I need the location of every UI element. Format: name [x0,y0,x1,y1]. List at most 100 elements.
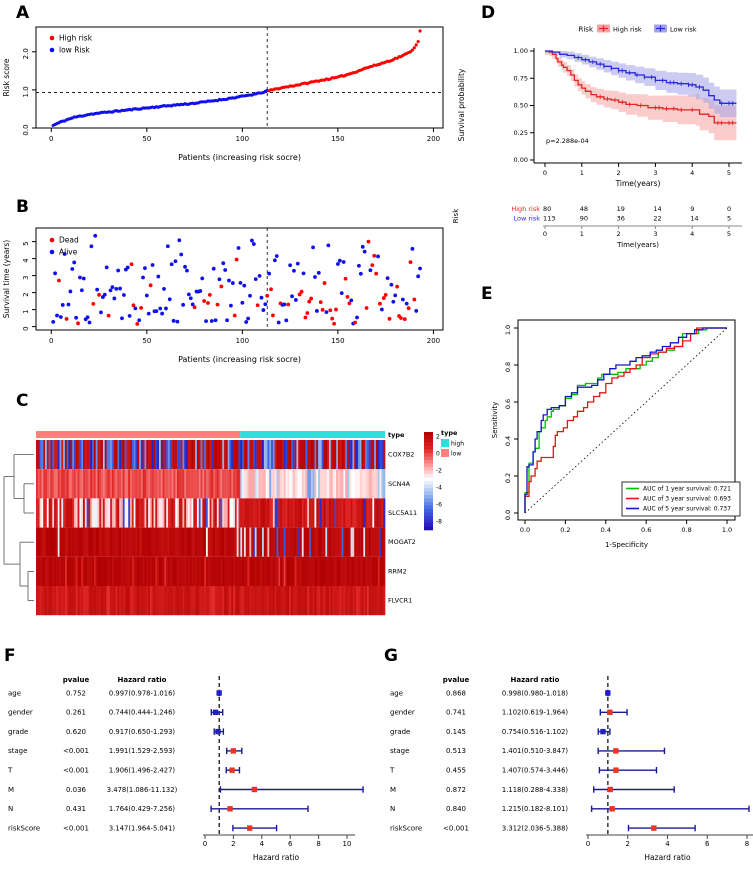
heatmap-cell [222,440,225,470]
row-variable: gender [8,709,33,717]
heatmap-cell [117,586,120,616]
row-variable: N [8,805,13,813]
heatmap-cell [39,586,42,616]
data-point [79,288,84,293]
data-point [93,233,98,238]
heatmap-cell [36,527,39,557]
heatmap-cell [316,556,319,586]
heatmap-cell [229,498,232,528]
heatmap-cell [106,440,109,470]
row-variable: grade [8,728,28,736]
heatmap-cell [359,586,362,616]
heatmap-cell [66,556,69,586]
heatmap-cell [54,469,57,499]
data-point [311,245,315,250]
x-tick-label: 0.6 [641,526,651,534]
heatmap-cell [347,440,350,470]
heatmap-cell [187,556,191,586]
data-point [376,254,380,259]
heatmap-cell [108,498,111,528]
heatmap-cell [327,527,330,557]
heatmap-cell [372,556,375,586]
heatmap-cell [314,498,317,528]
heatmap-cell [46,498,50,528]
heatmap-cell [300,498,303,528]
heatmap-cell [319,469,323,499]
heatmap-cell [231,440,234,470]
heatmap-cell [135,527,138,557]
heatmap-cell [57,556,60,586]
data-point [324,310,329,314]
row-hr-text: 0.997(0.978-1.016) [109,689,175,697]
x-tick-label: 0 [49,337,53,345]
colour-scale [424,432,433,531]
heatmap-cell [110,586,113,616]
heatmap-cell [200,469,203,499]
heatmap-cell [307,469,310,499]
heatmap-cell [233,440,236,470]
heatmap-cell [225,498,229,528]
heatmap-cell [45,586,48,616]
heatmap-cell [204,556,207,586]
heatmap-cell [252,586,256,616]
heatmap-cell [310,440,314,470]
heatmap-cell [73,469,77,499]
scale-step [424,460,433,464]
heatmap-cell [184,469,187,499]
heatmap-cell [77,586,80,616]
heatmap-cell [269,440,272,470]
row-hr-text: 0.744(0.444-1.246) [109,709,175,717]
heatmap-cell [97,469,100,499]
data-point [76,321,80,326]
heatmap-cell [104,469,107,499]
heatmap-cell [158,586,162,616]
heatmap-cell [310,586,314,616]
heatmap-cell [215,469,218,499]
scale-step [424,435,433,440]
heatmap-cell [52,440,55,470]
heatmap-cell [166,469,169,499]
heatmap-cell [314,469,317,499]
heatmap-cell [354,556,357,586]
scale-tick-label: 2 [436,433,440,440]
data-point [154,309,159,314]
data-point [322,281,327,285]
heatmap-cell [323,586,326,616]
heatmap-cell [146,527,149,557]
panel-label-c: C [16,391,29,411]
heatmap-cell [252,527,256,557]
data-point [406,306,411,311]
hr-marker [246,825,253,831]
heatmap-cell [339,498,342,528]
heatmap-cell [352,556,355,586]
row-pvalue: 0.036 [66,786,87,794]
heatmap-cell [269,527,272,557]
data-point [309,296,314,301]
heatmap-cell [227,527,230,557]
data-point [68,289,73,294]
heatmap-cell [370,586,373,616]
confidence-band [545,51,737,143]
x-tick-label: 4 [665,840,670,848]
heatmap-cell [236,586,239,616]
heatmap-cell [126,498,129,528]
heatmap-cell [283,440,286,470]
data-point [416,274,421,279]
heatmap-cell [111,440,115,470]
heatmap-cell [160,498,163,528]
risk-count: 9 [690,205,694,213]
hr-marker [216,690,222,696]
row-pvalue: 0.872 [446,786,466,794]
heatmap-cell [366,556,370,586]
heatmap-cell [290,586,294,616]
heatmap-cell [160,556,163,586]
data-point [183,264,187,269]
heatmap-cell [343,586,346,616]
scale-step [424,495,433,499]
heatmap-cell [343,498,346,528]
data-point [144,293,149,298]
heatmap-cell [162,586,165,616]
plot-border [517,319,736,521]
heatmap-cell [305,498,308,528]
heatmap-cell [68,440,71,470]
